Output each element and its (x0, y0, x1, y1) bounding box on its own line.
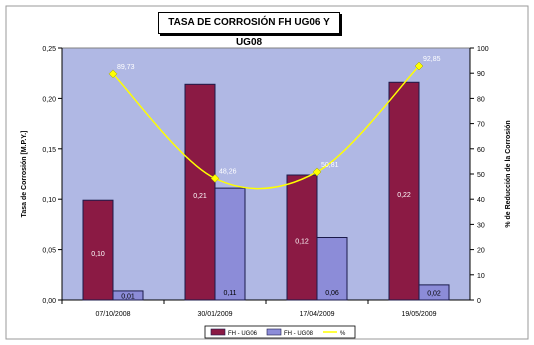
bar-value-label: 0,22 (397, 192, 411, 199)
legend-swatch (210, 328, 226, 336)
left-tick-label: 0,10 (42, 197, 56, 204)
legend-label: % (340, 331, 346, 337)
x-tick-label: 19/05/2009 (401, 311, 436, 318)
bar-value-label: 0,12 (295, 239, 309, 246)
bar-ug06 (82, 199, 114, 301)
percent-point (312, 167, 322, 177)
x-tick-label: 17/04/2009 (299, 311, 334, 318)
bar-ug06 (286, 174, 318, 301)
left-tick-label: 0,15 (42, 147, 56, 154)
bar-ug08 (316, 237, 348, 301)
bar-value-label: 0,02 (427, 290, 441, 297)
left-tick-label: 0,20 (42, 96, 56, 103)
left-tick-label: 0,25 (42, 46, 56, 53)
left-tick-label: 0,05 (42, 248, 56, 255)
bar-value-label: 0,06 (325, 290, 339, 297)
bar-value-label: 0,10 (91, 251, 105, 258)
percent-value-label: 48,26 (219, 168, 237, 175)
right-tick-label: 100 (477, 46, 489, 53)
bar-ug08 (418, 284, 450, 301)
right-tick-label: 80 (477, 96, 485, 103)
right-tick-label: 10 (477, 273, 485, 280)
percent-value-label: 50,81 (321, 162, 339, 169)
bar-value-label: 0,11 (223, 290, 236, 297)
legend-label: FH - UG06 (228, 331, 258, 337)
legend-label: FH - UG08 (284, 331, 314, 337)
right-tick-label: 50 (477, 172, 485, 179)
bar-ug06 (388, 81, 420, 301)
right-tick-label: 20 (477, 248, 485, 255)
bar-ug08 (112, 290, 144, 301)
bar-ug06 (184, 83, 216, 301)
left-tick-label: 0,00 (42, 298, 56, 305)
x-tick-label: 30/01/2009 (197, 311, 232, 318)
right-tick-label: 70 (477, 122, 485, 129)
y-axis-title: Tasa de Corrosión [M.P.Y.] (21, 131, 28, 218)
chart-title: TASA DE CORROSIÓN FH UG06 Y UG08 (158, 12, 340, 48)
right-tick-label: 60 (477, 147, 485, 154)
percent-point (414, 61, 424, 71)
bar-value-label: 0,01 (121, 293, 135, 300)
percent-value-label: 92,85 (423, 56, 441, 63)
percent-value-label: 89,73 (117, 64, 135, 71)
bar-ug08 (214, 187, 246, 301)
right-tick-label: 90 (477, 71, 485, 78)
outer-frame (5, 5, 529, 340)
x-tick-label: 07/10/2008 (95, 311, 130, 318)
legend-swatch (266, 328, 282, 336)
percent-line (112, 65, 420, 190)
right-tick-label: 30 (477, 222, 485, 229)
percent-point (210, 174, 220, 183)
right-tick-label: 0 (477, 298, 481, 305)
percent-point (108, 69, 118, 79)
right-tick-label: 40 (477, 197, 485, 204)
bar-value-label: 0,21 (193, 193, 207, 200)
y2-axis-title: % de Reducción de la Corrosión (505, 120, 512, 227)
